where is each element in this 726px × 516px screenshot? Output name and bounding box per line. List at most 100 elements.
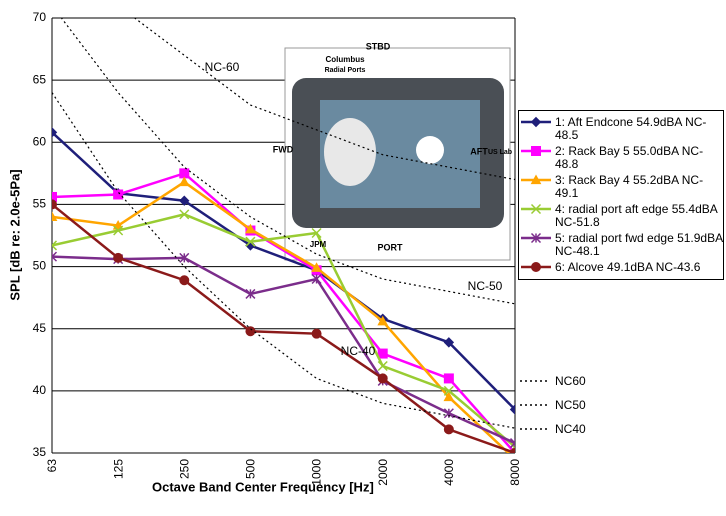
y-tick-label: 55 — [33, 197, 47, 211]
marker — [52, 211, 58, 221]
marker — [530, 203, 542, 215]
legend-swatch — [521, 174, 551, 185]
legend-swatch — [521, 116, 551, 128]
marker — [179, 275, 190, 286]
legend: 1: Aft Endcone 54.9dBA NC-48.5 2: Rack Ba… — [518, 110, 724, 280]
marker — [311, 273, 322, 285]
legend-swatch — [521, 262, 551, 272]
inset-label: AFT — [470, 146, 488, 156]
x-tick-label: 8000 — [508, 459, 522, 486]
x-axis-title: Octave Band Center Frequency [Hz] — [152, 479, 374, 494]
legend-swatch — [520, 428, 550, 430]
plot-area — [52, 18, 515, 453]
marker — [377, 348, 388, 359]
legend-item: 1: Aft Endcone 54.9dBA NC-48.5 — [519, 116, 723, 142]
legend-swatch — [521, 146, 551, 156]
marker — [113, 225, 124, 236]
legend-swatch — [521, 203, 551, 215]
series-line — [52, 171, 515, 453]
marker — [443, 385, 454, 396]
marker — [52, 251, 58, 262]
marker — [113, 252, 124, 263]
series-line — [52, 213, 515, 448]
inset-label: JPM — [310, 240, 327, 249]
marker — [52, 199, 57, 210]
y-tick-label: 70 — [33, 10, 47, 24]
inset-label: PORT — [377, 242, 403, 252]
x-tick-label: 125 — [111, 459, 125, 479]
x-tick-label: 500 — [244, 459, 258, 479]
inset-label: Columbus — [325, 55, 365, 64]
legend-swatch — [520, 380, 550, 382]
marker — [443, 408, 454, 419]
legend-item: NC60 — [518, 374, 586, 388]
y-axis-title: SPL [dB re: 2.0e-5Pa] — [7, 169, 22, 300]
marker — [509, 438, 515, 449]
marker — [377, 373, 388, 384]
marker — [443, 424, 454, 435]
inset-hatch — [324, 118, 376, 186]
inset-port — [416, 136, 444, 164]
marker — [179, 195, 190, 206]
series-line — [52, 180, 511, 453]
legend-label: NC60 — [555, 374, 586, 388]
inset-label: STBD — [366, 41, 391, 51]
legend-label: 4: radial port aft edge 55.4dBA NC-51.8 — [555, 202, 718, 229]
annotation: NC-60 — [205, 60, 240, 74]
x-tick-label: 63 — [45, 459, 59, 473]
x-tick-label: 250 — [177, 459, 191, 479]
legend-swatch — [521, 232, 551, 244]
marker — [311, 262, 322, 272]
marker — [179, 209, 190, 220]
x-tick-label: 4000 — [442, 459, 456, 486]
marker — [245, 326, 256, 337]
marker — [510, 448, 515, 453]
legend-label: 1: Aft Endcone 54.9dBA NC-48.5 — [555, 115, 707, 142]
legend-label: 2: Rack Bay 5 55.0dBA NC-48.8 — [555, 144, 704, 171]
marker — [377, 315, 389, 326]
marker — [245, 223, 256, 234]
series-line — [52, 203, 515, 453]
legend-item: 5: radial port fwd edge 51.9dBA NC-48.1 — [519, 232, 723, 258]
y-tick-label: 50 — [33, 259, 47, 273]
marker — [113, 189, 124, 200]
marker — [530, 232, 542, 244]
legend-label: 5: radial port fwd edge 51.9dBA NC-48.1 — [555, 231, 723, 258]
reference-curve — [52, 92, 515, 429]
y-tick-label: 35 — [33, 445, 47, 459]
marker — [52, 191, 57, 202]
x-tick-label: 1000 — [310, 459, 324, 486]
marker — [245, 288, 256, 299]
marker — [52, 240, 58, 251]
inset-diagram — [284, 47, 511, 261]
marker — [530, 116, 542, 128]
marker — [531, 146, 541, 156]
marker — [245, 236, 256, 247]
marker — [443, 373, 454, 384]
y-tick-label: 40 — [33, 383, 47, 397]
legend-item: NC50 — [518, 398, 586, 412]
legend-item: NC40 — [518, 422, 586, 436]
y-tick-label: 65 — [33, 72, 47, 86]
marker — [509, 404, 515, 415]
marker — [112, 220, 124, 230]
annotation: NC-40 — [341, 344, 376, 358]
marker — [443, 337, 455, 348]
annotation: NC-50 — [468, 279, 503, 293]
marker — [531, 262, 541, 272]
legend-item: 4: radial port aft edge 55.4dBA NC-51.8 — [519, 203, 723, 229]
inset-label: FWD — [273, 144, 294, 154]
marker — [311, 328, 322, 339]
legend-label: 3: Rack Bay 4 55.2dBA NC-49.1 — [555, 173, 704, 200]
legend-swatch — [520, 404, 550, 406]
marker — [52, 127, 58, 138]
series-line — [52, 131, 515, 411]
marker — [530, 174, 542, 185]
marker — [377, 360, 388, 372]
legend-label: NC50 — [555, 398, 586, 412]
marker — [179, 168, 190, 179]
legend-label: NC40 — [555, 422, 586, 436]
x-tick-label: 2000 — [376, 459, 390, 486]
